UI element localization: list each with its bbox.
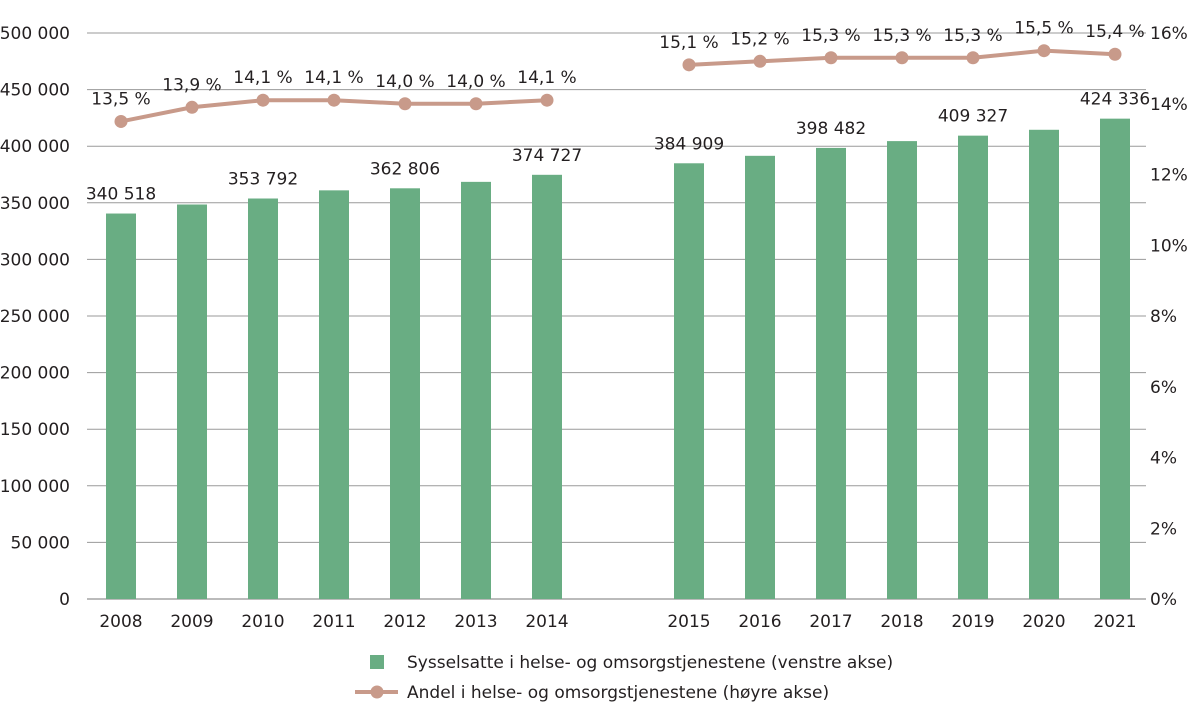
bar-2021 <box>1100 118 1130 600</box>
bar-2017 <box>816 147 846 599</box>
line-value-label: 15,5 % <box>1014 19 1073 39</box>
right-tick-label: 8% <box>1150 307 1177 327</box>
legend-line-label: Andel i helse- og omsorgstjenestene (høy… <box>407 683 829 703</box>
line-value-label: 14,1 % <box>304 68 363 88</box>
x-tick-label: 2015 <box>667 612 710 632</box>
x-tick-label: 2021 <box>1093 612 1136 632</box>
x-tick-label: 2013 <box>454 612 497 632</box>
line-point-2016 <box>753 54 767 68</box>
right-tick-label: 4% <box>1150 449 1177 469</box>
left-tick-label: 100 000 <box>0 477 70 497</box>
x-tick-label: 2019 <box>951 612 994 632</box>
bar-value-label: 340 518 <box>86 185 156 205</box>
left-tick-label: 300 000 <box>0 250 70 270</box>
left-tick-label: 350 000 <box>0 194 70 214</box>
bar-2020 <box>1029 129 1059 599</box>
left-tick-label: 200 000 <box>0 364 70 384</box>
line-value-label: 14,1 % <box>517 68 576 88</box>
bar-2012 <box>390 188 420 600</box>
bar-value-label: 409 327 <box>938 107 1008 127</box>
line-value-label: 15,3 % <box>872 26 931 46</box>
bar-2018 <box>887 141 917 599</box>
line-point-2021 <box>1108 47 1122 61</box>
line-value-label: 15,1 % <box>659 33 718 53</box>
x-tick-label: 2018 <box>880 612 923 632</box>
line-value-label: 14,0 % <box>375 72 434 92</box>
x-tick-label: 2012 <box>383 612 426 632</box>
bar-2015 <box>674 163 704 599</box>
line-point-2011 <box>327 93 341 107</box>
right-tick-label: 2% <box>1150 519 1177 539</box>
bar-value-label: 424 336 <box>1080 90 1150 110</box>
bar-2014 <box>532 174 562 600</box>
line-value-label: 15,4 % <box>1085 22 1144 42</box>
line-point-2017 <box>824 51 838 65</box>
right-tick-label: 0% <box>1150 590 1177 610</box>
x-tick-label: 2008 <box>99 612 142 632</box>
x-tick-label: 2014 <box>525 612 568 632</box>
line-point-2014 <box>540 93 554 107</box>
x-tick-label: 2016 <box>738 612 781 632</box>
bar-value-label: 374 727 <box>512 146 582 166</box>
right-tick-label: 6% <box>1150 378 1177 398</box>
bar-value-label: 384 909 <box>654 134 724 154</box>
x-tick-label: 2009 <box>170 612 213 632</box>
bar-2010 <box>248 198 278 600</box>
bar-2008 <box>106 213 136 599</box>
right-tick-label: 16% <box>1150 24 1188 44</box>
left-tick-label: 150 000 <box>0 420 70 440</box>
line-point-2009 <box>185 100 199 114</box>
bar-2013 <box>461 181 491 599</box>
line-value-label: 15,3 % <box>801 26 860 46</box>
line-value-label: 15,2 % <box>730 29 789 49</box>
line-point-2008 <box>114 114 128 128</box>
line-point-2010 <box>256 93 270 107</box>
bar-value-label: 353 792 <box>228 170 298 190</box>
line-value-label: 14,0 % <box>446 72 505 92</box>
line-value-label: 15,3 % <box>943 26 1002 46</box>
right-tick-label: 14% <box>1150 95 1188 115</box>
line-value-label: 14,1 % <box>233 68 292 88</box>
bar-2011 <box>319 190 349 599</box>
left-tick-label: 500 000 <box>0 24 70 44</box>
x-tick-label: 2017 <box>809 612 852 632</box>
line-point-2013 <box>469 97 483 111</box>
line-value-label: 13,9 % <box>162 75 221 95</box>
line-point-2019 <box>966 51 980 65</box>
x-tick-label: 2011 <box>312 612 355 632</box>
x-tick-label: 2020 <box>1022 612 1065 632</box>
line-value-label: 13,5 % <box>91 89 150 109</box>
bar-value-label: 398 482 <box>796 119 866 139</box>
left-tick-label: 450 000 <box>0 81 70 101</box>
legend-bar-swatch <box>370 655 384 669</box>
line-point-2020 <box>1037 44 1051 58</box>
left-tick-label: 250 000 <box>0 307 70 327</box>
bar-value-label: 362 806 <box>370 159 440 179</box>
left-tick-label: 400 000 <box>0 137 70 157</box>
left-tick-label: 0 <box>59 590 70 610</box>
x-tick-label: 2010 <box>241 612 284 632</box>
bar-2009 <box>177 204 207 600</box>
bar-2019 <box>958 135 988 599</box>
right-tick-label: 12% <box>1150 166 1188 186</box>
bar-2016 <box>745 155 775 599</box>
line-point-2018 <box>895 51 909 65</box>
legend-line-marker <box>370 685 384 699</box>
right-tick-label: 10% <box>1150 236 1188 256</box>
legend-bar-label: Sysselsatte i helse- og omsorgstjenesten… <box>407 653 893 673</box>
left-tick-label: 50 000 <box>11 533 70 553</box>
line-point-2015 <box>682 58 696 72</box>
line-point-2012 <box>398 97 412 111</box>
